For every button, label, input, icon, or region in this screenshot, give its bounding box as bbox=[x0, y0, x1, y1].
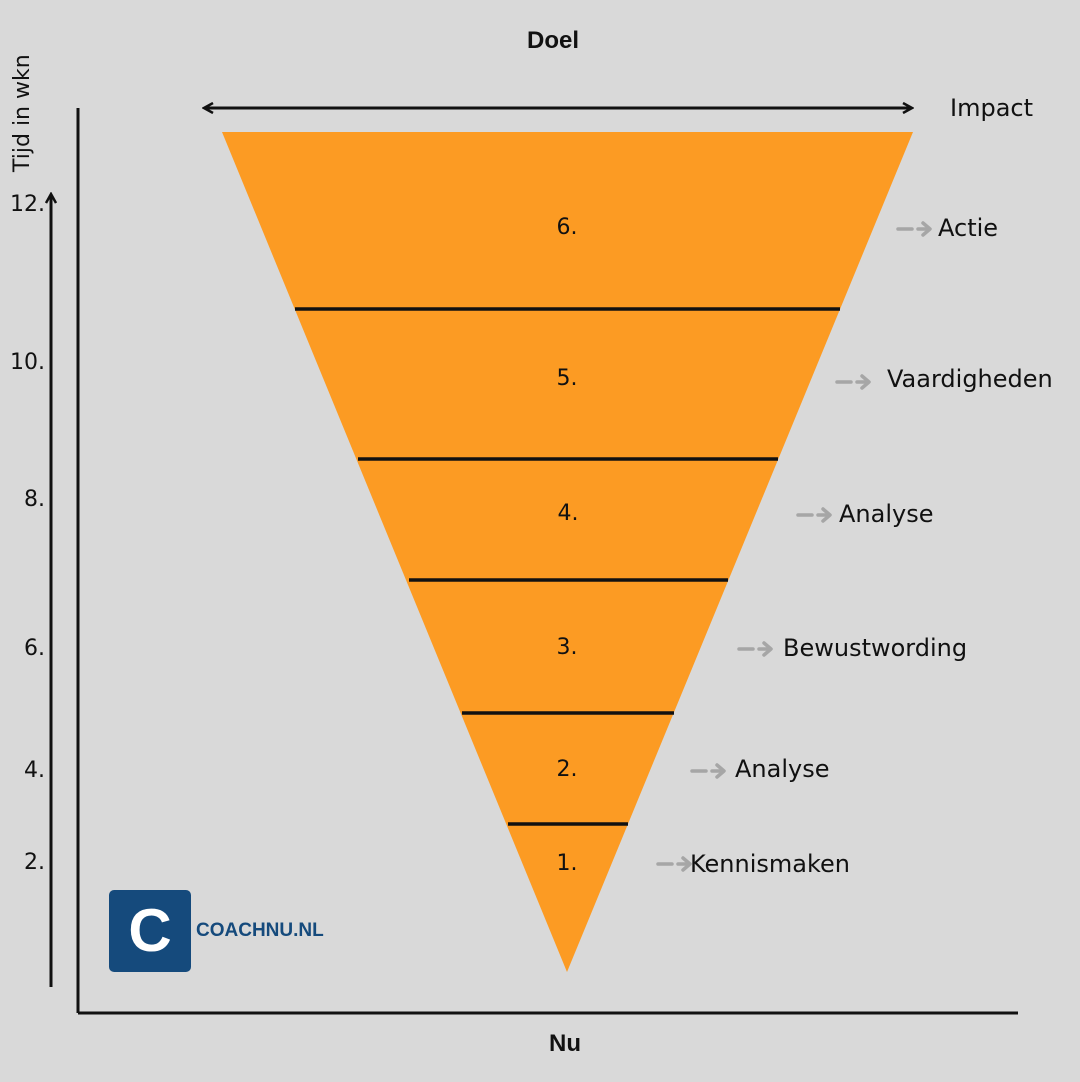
stage-label: Kennismaken bbox=[690, 850, 851, 878]
stage-label: Analyse bbox=[735, 755, 830, 783]
stage-label: Actie bbox=[938, 214, 999, 242]
dashed-arrow-icon bbox=[690, 763, 726, 779]
stage-number: 6. bbox=[556, 215, 578, 240]
y-tick: 4. bbox=[24, 758, 45, 783]
y-tick: 8. bbox=[24, 487, 45, 512]
y-tick: 2. bbox=[24, 850, 45, 875]
impact-label: Impact bbox=[950, 94, 1034, 122]
dashed-arrow-icon bbox=[656, 856, 692, 872]
stage-label: Bewustwording bbox=[783, 634, 968, 662]
now-title: Nu bbox=[549, 1030, 581, 1057]
logo-letter: C bbox=[128, 897, 172, 964]
y-tick: 10. bbox=[10, 350, 45, 375]
logo-text: COACHNU.NL bbox=[196, 920, 324, 941]
coachnu-logo: C bbox=[109, 890, 191, 972]
stage-number: 3. bbox=[556, 635, 578, 660]
stage-number: 5. bbox=[556, 366, 578, 391]
funnel bbox=[222, 132, 913, 972]
stage-number: 1. bbox=[556, 851, 578, 876]
dashed-arrow-icon bbox=[896, 221, 932, 237]
dashed-arrow-icon bbox=[835, 374, 871, 390]
stage-label: Vaardigheden bbox=[887, 365, 1053, 393]
dashed-arrow-icon bbox=[796, 507, 832, 523]
dashed-arrow-icon bbox=[737, 641, 773, 657]
y-tick: 12. bbox=[10, 192, 45, 217]
y-tick: 6. bbox=[24, 636, 45, 661]
stage-label: Analyse bbox=[839, 500, 934, 528]
stage-number: 4. bbox=[557, 501, 579, 526]
time-axis-label: Tijd in wkn bbox=[10, 54, 35, 172]
goal-title: Doel bbox=[527, 27, 580, 54]
stage-number: 2. bbox=[556, 757, 578, 782]
